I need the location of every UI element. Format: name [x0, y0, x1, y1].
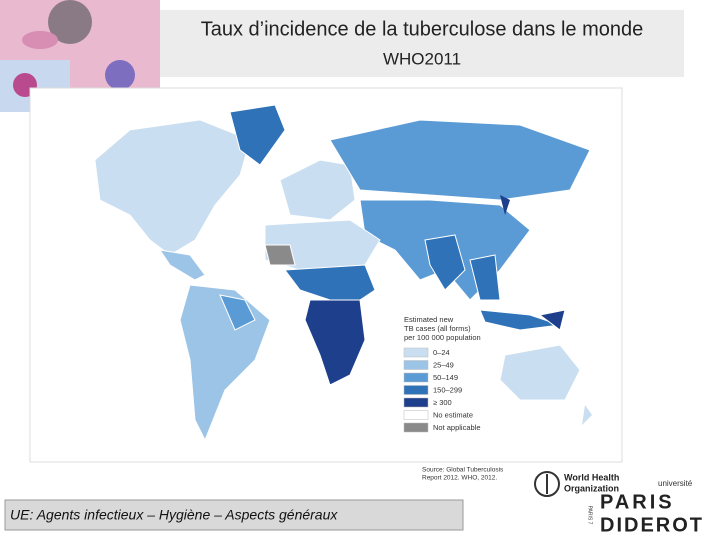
legend: Estimated new TB cases (all forms) per 1…	[403, 315, 481, 433]
legend-title: per 100 000 population	[404, 333, 481, 342]
footer-box	[4, 499, 464, 531]
corner-image	[0, 0, 160, 112]
legend-label: Not applicable	[433, 423, 481, 432]
legend-swatch	[403, 385, 429, 395]
title-box	[160, 10, 684, 77]
who-name: World Health	[564, 472, 619, 482]
legend-label: ≥ 300	[433, 398, 452, 407]
university-top: université	[658, 479, 693, 488]
legend-swatch	[403, 372, 429, 383]
university-side: PARIS 7	[587, 506, 593, 525]
world-map	[29, 87, 623, 463]
university-name: PARIS	[600, 491, 675, 513]
who-name: Organization	[564, 483, 619, 493]
title-line: WHO2011	[383, 49, 461, 68]
university-name: DIDEROT	[600, 514, 704, 536]
title-line: Taux d’incidence de la tuberculose dans …	[201, 18, 644, 40]
legend-label: 50–149	[433, 373, 458, 382]
legend-label: 0–24	[433, 348, 450, 357]
legend-title: Estimated new	[404, 315, 454, 324]
legend-swatch	[403, 347, 429, 358]
legend-swatch	[403, 397, 429, 408]
who-emblem	[534, 471, 560, 497]
source: Report 2012. WHO, 2012.	[422, 475, 497, 482]
legend-swatch	[403, 360, 429, 370]
legend-swatch	[403, 422, 429, 433]
legend-swatch	[403, 410, 429, 420]
legend-label: 150–299	[433, 385, 462, 394]
legend-label: 25–49	[433, 360, 454, 369]
footer: UE: Agents infectieux – Hygiène – Aspect…	[10, 507, 338, 523]
legend-title: TB cases (all forms)	[404, 324, 471, 333]
legend-label: No estimate	[433, 410, 473, 419]
source: Source: Global Tuberculosis	[422, 467, 504, 474]
